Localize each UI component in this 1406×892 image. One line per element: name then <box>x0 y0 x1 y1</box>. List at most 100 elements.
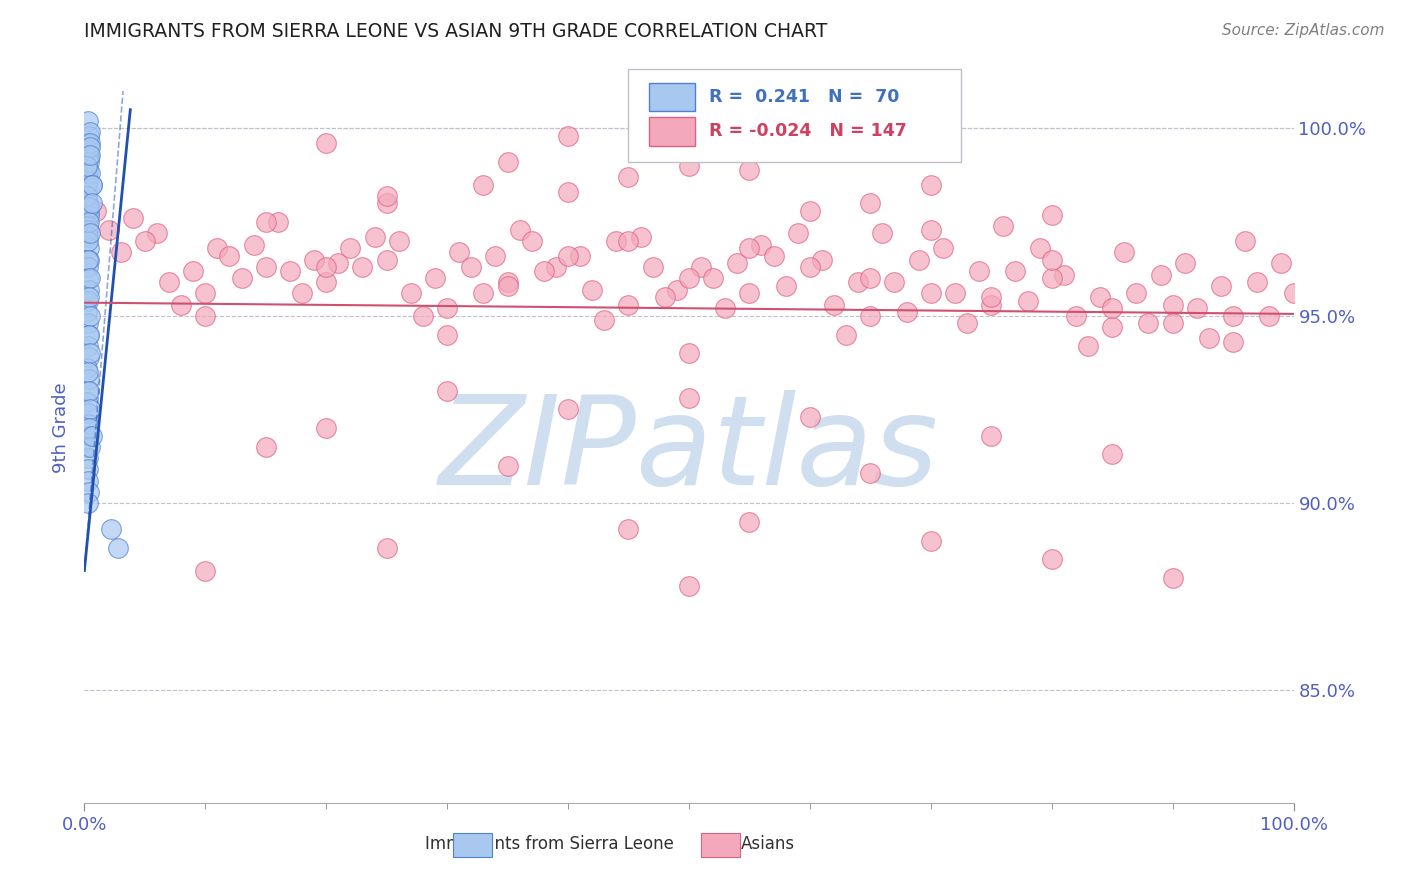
Point <box>77 384 100 398</box>
Point <box>79 346 101 360</box>
Point <box>315 421 337 435</box>
Point <box>1222 334 1244 349</box>
Point <box>1040 552 1063 566</box>
Point <box>375 252 398 267</box>
Point <box>725 256 748 270</box>
Point <box>121 211 143 226</box>
Point <box>77 128 100 143</box>
Point <box>617 522 640 536</box>
Point <box>859 271 882 285</box>
Point <box>77 174 100 188</box>
FancyBboxPatch shape <box>650 83 695 112</box>
Text: Asians: Asians <box>741 835 794 853</box>
Point <box>77 147 100 161</box>
Point <box>194 309 217 323</box>
Point <box>77 219 100 233</box>
Point <box>1174 256 1197 270</box>
Point <box>80 178 103 192</box>
Point <box>605 234 627 248</box>
Text: R =  0.241   N =  70: R = 0.241 N = 70 <box>710 88 900 106</box>
Point <box>194 564 217 578</box>
Point <box>557 249 579 263</box>
Point <box>77 203 100 218</box>
Point <box>557 128 579 143</box>
Point <box>399 286 422 301</box>
FancyBboxPatch shape <box>453 833 492 856</box>
Point <box>460 260 482 274</box>
Point <box>714 301 737 316</box>
Point <box>157 275 180 289</box>
Point <box>1101 320 1123 334</box>
Point <box>1101 301 1123 316</box>
Point <box>823 297 845 311</box>
Point <box>859 466 882 480</box>
Point <box>77 474 100 488</box>
Point <box>859 196 882 211</box>
Point <box>134 234 156 248</box>
Point <box>811 252 834 267</box>
Point <box>496 458 519 473</box>
Point <box>77 215 100 229</box>
Point <box>231 271 253 285</box>
Point <box>665 283 688 297</box>
Point <box>207 241 229 255</box>
Point <box>77 162 100 177</box>
Point <box>1161 297 1184 311</box>
Point <box>1040 208 1063 222</box>
Point <box>1040 271 1063 285</box>
Point <box>484 249 506 263</box>
Point <box>77 252 100 267</box>
Point <box>79 402 101 417</box>
Point <box>77 136 100 151</box>
Point <box>77 365 100 379</box>
Point <box>77 114 100 128</box>
Point <box>678 346 700 360</box>
Point <box>388 234 411 248</box>
Point <box>77 316 100 330</box>
Point <box>77 372 100 386</box>
Point <box>738 162 761 177</box>
Point <box>617 234 640 248</box>
Point <box>77 406 100 420</box>
Point <box>181 264 204 278</box>
Point <box>79 271 101 285</box>
Point <box>1161 571 1184 585</box>
Point <box>375 541 398 555</box>
Point <box>146 227 169 241</box>
Point <box>77 327 100 342</box>
Point <box>79 227 101 241</box>
Point <box>254 260 277 274</box>
Point <box>1077 339 1099 353</box>
Point <box>1246 275 1268 289</box>
Point <box>77 290 100 304</box>
Point <box>352 260 374 274</box>
Point <box>1040 252 1063 267</box>
Point <box>77 208 100 222</box>
Point <box>617 170 640 185</box>
Point <box>77 271 100 285</box>
Point <box>690 260 713 274</box>
Text: ZIPatlas: ZIPatlas <box>439 390 939 511</box>
Point <box>77 215 100 229</box>
Point <box>1028 241 1050 255</box>
Point <box>375 196 398 211</box>
Point <box>920 533 942 548</box>
Point <box>80 196 103 211</box>
Point <box>1161 316 1184 330</box>
Point <box>77 451 100 466</box>
Point <box>932 241 955 255</box>
Point <box>980 428 1002 442</box>
Point <box>77 152 100 166</box>
Point <box>1198 331 1220 345</box>
Point <box>77 234 100 248</box>
Point <box>1004 264 1026 278</box>
Point <box>533 264 555 278</box>
Point <box>630 230 652 244</box>
Point <box>544 260 567 274</box>
Point <box>557 185 579 199</box>
Point <box>980 290 1002 304</box>
Text: Source: ZipAtlas.com: Source: ZipAtlas.com <box>1222 23 1385 38</box>
Point <box>1064 309 1087 323</box>
Point <box>315 260 337 274</box>
Point <box>496 275 519 289</box>
